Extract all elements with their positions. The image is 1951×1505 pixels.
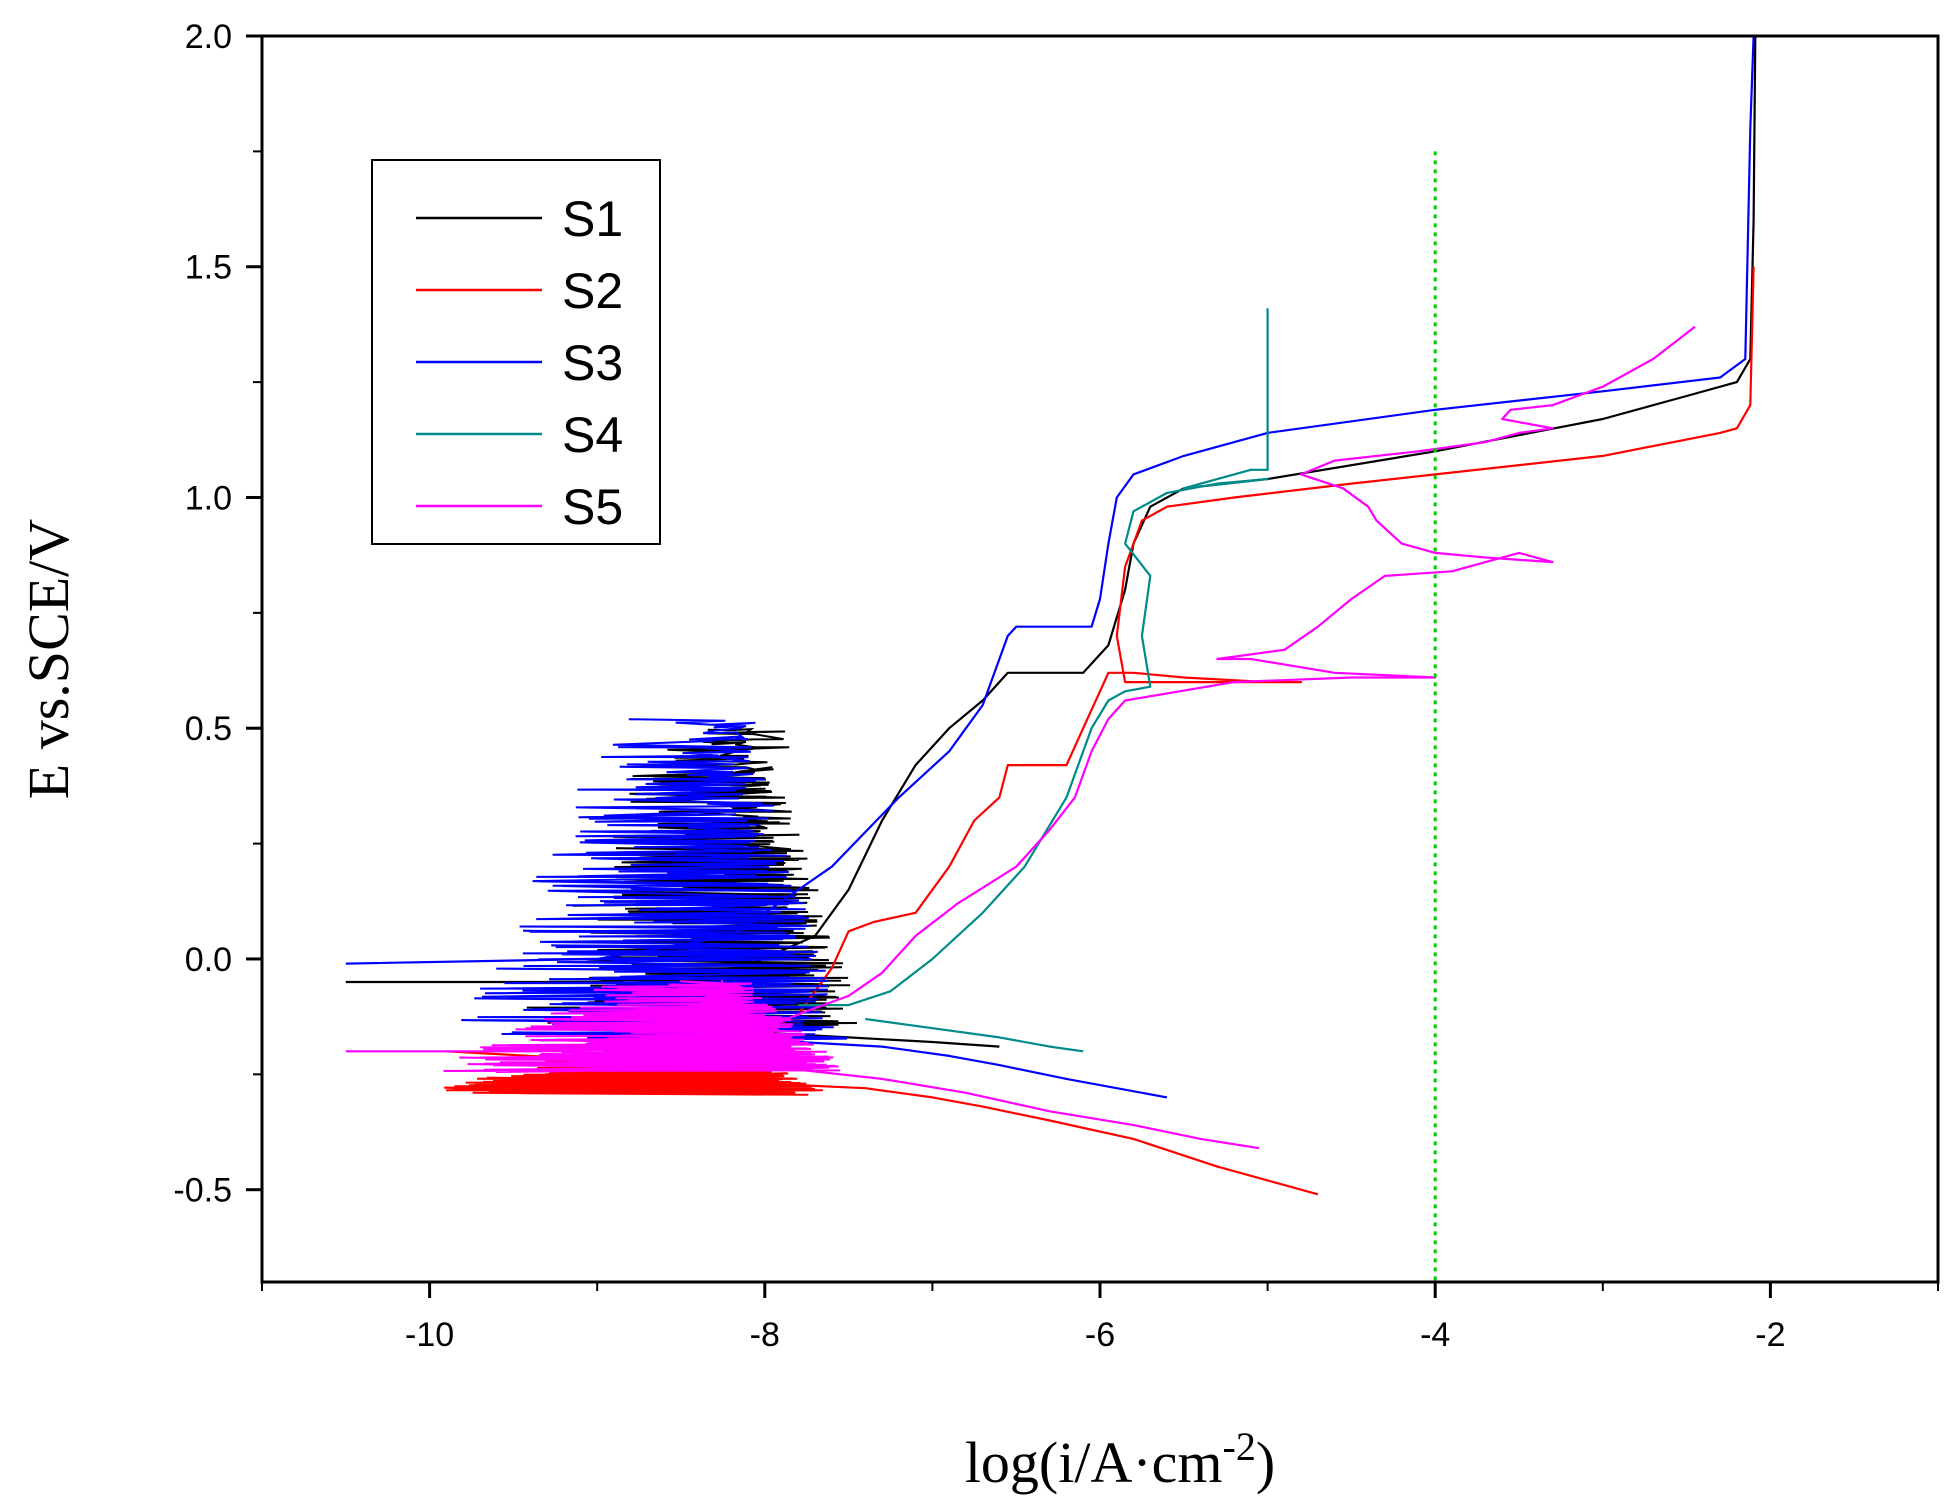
legend-item-s4: S4	[416, 407, 623, 463]
x-axis-title-close: )	[1256, 1430, 1275, 1495]
series-s5-cathodic-line	[680, 1059, 1260, 1150]
legend: S1 S2 S3 S4 S5	[371, 159, 661, 545]
legend-label: S3	[562, 335, 623, 391]
y-tick-label: -0.5	[173, 1172, 232, 1210]
x-tick-label: -10	[405, 1316, 454, 1354]
axes: -10 -8 -6 -4 -2 -0.5 0.0 0.5 1.0 1.5 2.0	[173, 18, 1940, 1354]
series-s4-anodic-line	[798, 308, 1269, 1007]
x-tick-label: -2	[1755, 1316, 1785, 1354]
x-axis-title-main: log(i/A·cm	[965, 1430, 1223, 1495]
x-axis-title: log(i/A·cm-2)	[965, 1424, 1275, 1495]
series-s5-noise	[443, 979, 841, 1073]
legend-label: S2	[562, 263, 623, 319]
x-tick-label: -8	[750, 1316, 780, 1354]
legend-label: S1	[562, 191, 623, 247]
x-tick-label: -6	[1085, 1316, 1115, 1354]
y-axis-title: E vs.SCE/V	[16, 519, 81, 799]
series-s4-cathodic-line	[865, 1017, 1084, 1053]
legend-label: S4	[562, 407, 623, 463]
series-s2-cathodic-line	[630, 1073, 1319, 1196]
series-s2-anodic-line	[446, 266, 1755, 1062]
legend-item-s2: S2	[416, 263, 623, 319]
series-group	[345, 36, 1757, 1196]
legend-item-s1: S1	[416, 191, 623, 247]
y-tick-label: 0.5	[185, 710, 232, 748]
series-s5-anodic-line	[345, 325, 1696, 1053]
legend-label: S5	[562, 479, 623, 535]
legend-item-s3: S3	[416, 335, 623, 391]
x-tick-label: -4	[1420, 1316, 1450, 1354]
legend-item-s5: S5	[416, 479, 623, 535]
x-axis-title-superscript: -2	[1223, 1424, 1256, 1469]
series-s1-anodic-line	[345, 36, 1757, 984]
series-s3-cathodic-line	[697, 1031, 1168, 1099]
y-tick-label: 2.0	[185, 18, 232, 56]
series-s3-anodic-line	[345, 36, 1755, 965]
legend-box	[371, 159, 661, 545]
plot-area	[345, 36, 1757, 1282]
y-tick-label: 1.0	[185, 479, 232, 517]
y-tick-label: 1.5	[185, 249, 232, 287]
y-tick-label: 0.0	[185, 941, 232, 979]
